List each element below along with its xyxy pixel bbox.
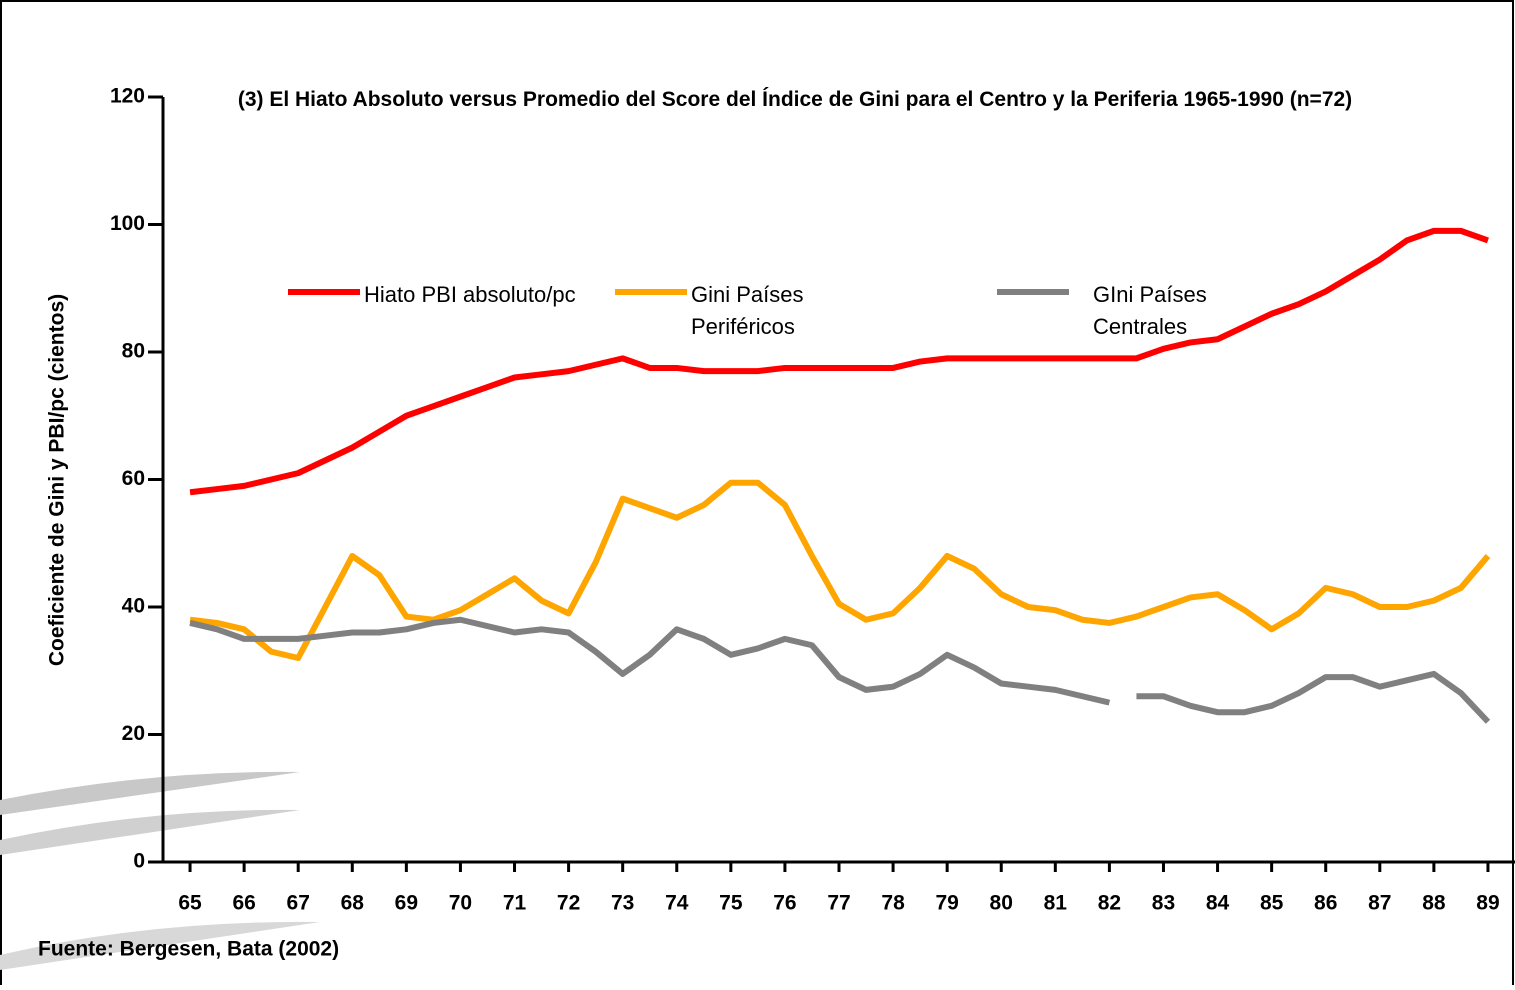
- x-tick-label: 74: [665, 892, 689, 915]
- decoration: [0, 771, 300, 815]
- source-note: Fuente: Bergesen, Bata (2002): [38, 938, 339, 961]
- title-box: (3) El Hiato Absoluto versus Promedio de…: [237, 88, 1353, 111]
- x-tick-label: 89: [1476, 892, 1499, 915]
- legend-label-box: GIni Países Centrales: [1093, 282, 1207, 339]
- x-tick-label: 75: [719, 892, 743, 915]
- x-tick-label: 80: [990, 892, 1013, 915]
- x-tick-label: 66: [232, 892, 255, 915]
- x-tick-label: 81: [1044, 892, 1068, 915]
- series-line: [189, 479, 1491, 661]
- chart-title: (3) El Hiato Absoluto versus Promedio de…: [237, 88, 1353, 111]
- x-tick-label: 65: [178, 892, 202, 915]
- x-tick-label: 78: [881, 892, 905, 915]
- x-tick-label: 85: [1260, 892, 1284, 915]
- x-tick-label: 87: [1368, 892, 1391, 915]
- y-tick-label: 20: [122, 722, 145, 745]
- x-tick-label: 76: [773, 892, 796, 915]
- x-tick-label: 72: [557, 892, 580, 915]
- x-tick-label: 82: [1098, 892, 1121, 915]
- x-tick-label: 77: [827, 892, 850, 915]
- x-tick-label: 83: [1152, 892, 1175, 915]
- series-line: [189, 616, 1491, 724]
- y-axis-label: Coeficiente de Gini y PBI/pc (cientos): [46, 294, 69, 666]
- y-tick-label: 60: [122, 467, 145, 490]
- y-tick-label: 120: [110, 85, 145, 108]
- legend-label-box: Gini Países Periféricos: [691, 282, 804, 339]
- decoration: [0, 921, 320, 970]
- y-tick-label: 0: [133, 850, 145, 873]
- x-tick-label: 71: [503, 892, 527, 915]
- decoration: [0, 809, 300, 855]
- x-tick-label: 69: [395, 892, 418, 915]
- x-tick-label: 88: [1422, 892, 1446, 915]
- x-tick-label: 70: [449, 892, 472, 915]
- x-tick-label: 68: [341, 892, 365, 915]
- series-line: [189, 227, 1489, 496]
- legend-label: Gini Países Periféricos: [691, 282, 804, 339]
- x-tick-label: 84: [1206, 892, 1230, 915]
- y-tick-label: 100: [110, 212, 145, 235]
- y-tick-label: 40: [122, 595, 145, 618]
- x-tick-label: 73: [611, 892, 634, 915]
- y-tick-label: 80: [122, 340, 145, 363]
- x-tick-label: 86: [1314, 892, 1337, 915]
- legend-label: Hiato PBI absoluto/pc: [364, 282, 576, 307]
- x-tick-label: 79: [935, 892, 958, 915]
- legend-label-box: Hiato PBI absoluto/pc: [364, 282, 576, 307]
- x-tick-label: 67: [287, 892, 310, 915]
- legend-label: GIni Países Centrales: [1093, 282, 1207, 339]
